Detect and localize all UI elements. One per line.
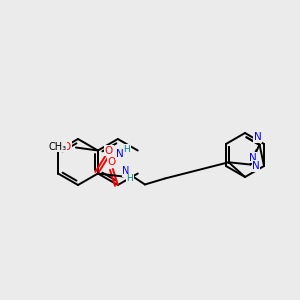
Text: N: N [116, 149, 124, 159]
Text: N: N [249, 153, 256, 163]
Text: N: N [122, 167, 130, 176]
Text: O: O [108, 157, 116, 167]
Text: CH₃: CH₃ [49, 142, 67, 152]
Text: O: O [63, 142, 71, 152]
Text: H: H [124, 145, 130, 154]
Text: N: N [254, 133, 261, 142]
Text: N: N [252, 161, 260, 171]
Text: O: O [105, 146, 113, 155]
Text: H: H [127, 174, 133, 183]
